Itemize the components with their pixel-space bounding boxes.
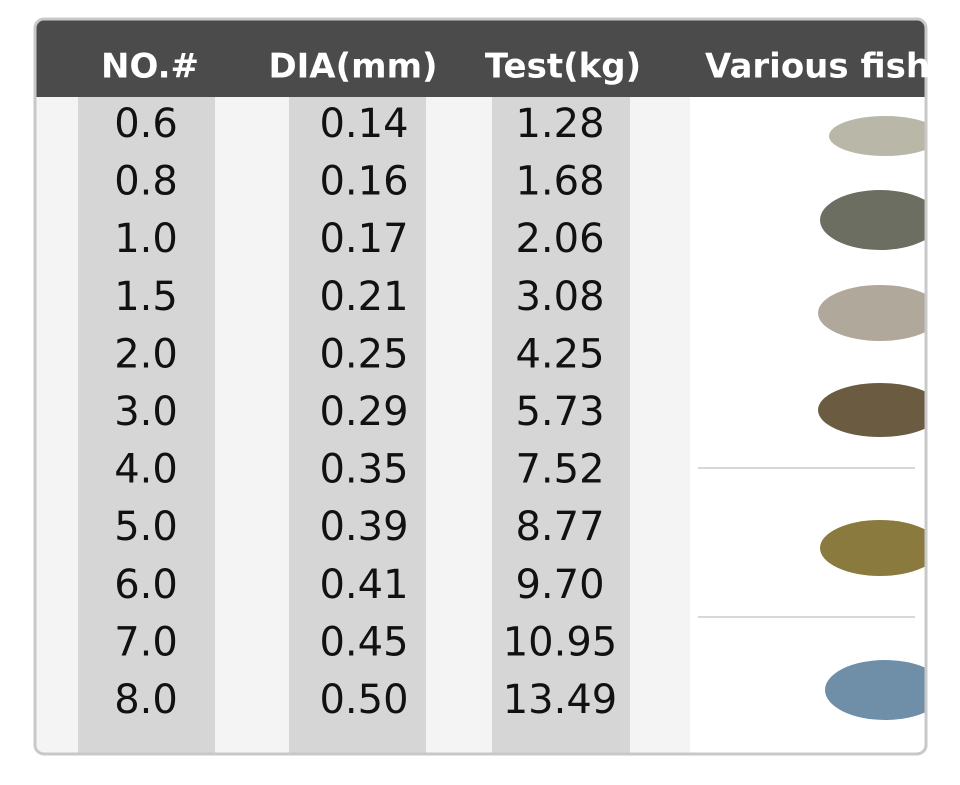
cell: 1.28: [515, 101, 604, 147]
cell: 10.95: [503, 619, 618, 665]
header-cell: Various fish: [705, 47, 930, 87]
cell: 0.6: [114, 101, 178, 147]
table-border: [33, 17, 928, 756]
cell: 1.0: [114, 216, 178, 262]
column-stripe: [289, 97, 426, 753]
column-stripe: [492, 97, 630, 753]
fish: [820, 190, 925, 250]
cell: 3.08: [515, 274, 604, 320]
cell: 1.68: [515, 159, 604, 205]
cell: 0.8: [114, 159, 178, 205]
cell: 0.39: [319, 504, 408, 550]
cell: 7.52: [515, 447, 604, 493]
cell: 2.0: [114, 331, 178, 377]
cell: 0.50: [319, 677, 408, 723]
cell: 0.45: [319, 619, 408, 665]
cell: 0.41: [319, 562, 408, 608]
cell: 0.25: [319, 331, 408, 377]
cell: 7.0: [114, 619, 178, 665]
cell: 0.21: [319, 274, 408, 320]
header-cell: NO.#: [101, 47, 199, 87]
fish: [818, 383, 925, 437]
cell: 9.70: [515, 562, 604, 608]
cell: 1.5: [114, 274, 178, 320]
cell: 2.06: [515, 216, 604, 262]
fish-images: [818, 116, 925, 720]
cell: 4.25: [515, 331, 604, 377]
header-cell: Test(kg): [485, 47, 641, 87]
cell: 6.0: [114, 562, 178, 608]
cell: 0.14: [319, 101, 408, 147]
fish: [820, 520, 925, 576]
cell: 8.0: [114, 677, 178, 723]
fish: [825, 660, 925, 720]
cell: 4.0: [114, 447, 178, 493]
cell: 0.29: [319, 389, 408, 435]
cell: 0.35: [319, 447, 408, 493]
column-stripe: [78, 97, 215, 753]
cell: 0.17: [319, 216, 408, 262]
fish: [818, 285, 925, 341]
cell: 3.0: [114, 389, 178, 435]
cell: 13.49: [503, 677, 618, 723]
header-cell: DIA(mm): [268, 47, 437, 87]
cell: 8.77: [515, 504, 604, 550]
cell: 5.0: [114, 504, 178, 550]
fish: [829, 116, 925, 156]
cell: 0.16: [319, 159, 408, 205]
cell: 5.73: [515, 389, 604, 435]
header-bar: [36, 20, 925, 97]
